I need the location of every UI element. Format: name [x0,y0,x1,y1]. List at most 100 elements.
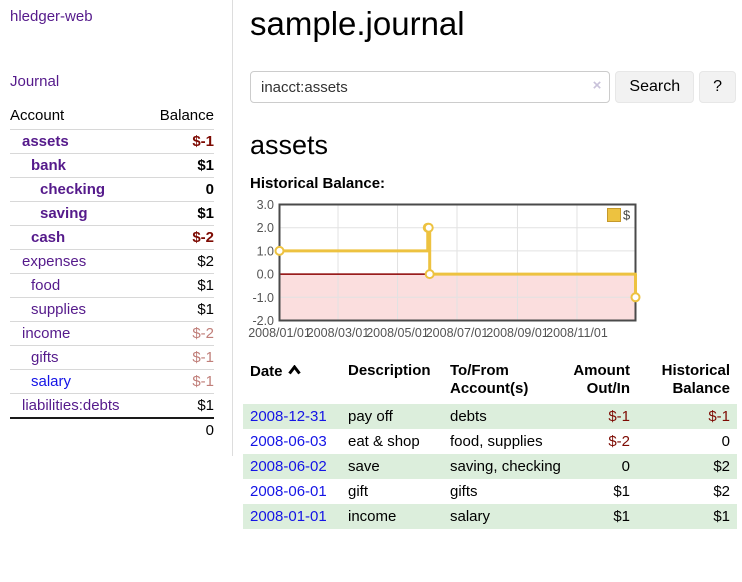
register-balance-cell: $2 [713,483,730,500]
account-name-cell: income [10,321,147,346]
sidebar-account-food[interactable]: food [31,277,61,294]
sidebar-account-assets[interactable]: assets [22,133,69,150]
account-row: income $-2 [10,321,214,346]
account-name-cell: expenses [10,249,147,274]
legend-label: $ [623,208,631,223]
register-row: 2008-06-01 gift gifts $1 $2 [243,479,737,504]
sidebar-account-saving[interactable]: saving [40,205,88,222]
account-row: supplies $1 [10,297,214,322]
register-row: 2008-06-03 eat & shop food, supplies $-2 0 [243,429,737,454]
register-row: 2008-12-31 pay off debts $-1 $-1 [243,404,737,429]
x-tick-label: 2008/11/01 [546,326,608,340]
register-row: 2008-06-02 save saving, checking 0 $2 [243,454,737,479]
account-row: food $1 [10,273,214,298]
register-balance-cell: 0 [721,433,730,450]
register-date-cell: 2008-01-01 [243,504,341,529]
sidebar-account-income[interactable]: income [22,325,71,342]
register-accounts-cell: gifts [450,483,478,500]
y-tick-label: 1.0 [257,244,274,258]
account-name-cell: supplies [10,297,147,322]
transaction-date-link[interactable]: 2008-01-01 [250,508,327,525]
search-input[interactable] [250,71,611,103]
sort-ascending-icon [287,362,301,380]
register-balance-cell: $-1 [708,408,730,425]
accounts-header-account: Account [10,107,65,124]
transaction-date-link[interactable]: 2008-12-31 [250,408,327,425]
account-balance: $1 [146,153,214,178]
app-brand[interactable]: hledger-web [10,8,93,25]
account-name-cell: gifts [10,345,147,370]
register-row: 2008-01-01 income salary $1 $1 [243,504,737,529]
account-name-cell: assets [10,129,147,154]
register-header-accounts: To/From Account(s) [450,362,529,397]
search-button[interactable]: Search [615,71,695,103]
register-description-cell: pay off [348,408,393,425]
x-tick-label: 2008/05/01 [366,326,429,340]
account-row: gifts $-1 [10,345,214,370]
transaction-date-link[interactable]: 2008-06-03 [250,433,327,450]
account-name-cell: cash [10,225,147,250]
sidebar-account-supplies[interactable]: supplies [31,301,87,318]
sidebar-item-journal[interactable]: Journal [10,73,60,90]
account-name-cell: salary [10,369,147,394]
account-row: expenses $2 [10,249,214,274]
account-balance: $-1 [146,369,214,394]
account-balance: $-2 [146,225,214,250]
x-tick-label: 2008/09/01 [486,326,549,340]
register-accounts-cell: salary [450,508,491,525]
accounts-header-balance: Balance [159,107,214,124]
account-row: assets $-1 [10,129,214,154]
register-description-cell: eat & shop [348,433,420,450]
x-tick-label: 2008/01/01 [248,326,311,340]
search-box: × [250,71,611,103]
x-tick-label: 2008/03/01 [307,326,370,340]
sidebar-account-bank[interactable]: bank [31,157,67,174]
y-tick-label: 2.0 [257,221,274,235]
sidebar-account-expenses[interactable]: expenses [22,253,87,270]
main-content: sample.journal × Search ? assets Histori… [233,0,742,529]
account-name-cell: bank [10,153,147,178]
accounts-total-spacer [10,416,147,442]
account-name-cell: checking [10,177,147,202]
account-row: liabilities:debts $1 [10,393,214,418]
chart-canvas: $3.0 2.0 1.0 0.0 -1.0 -2.02008/01/012008/03/0… [248,198,641,340]
sidebar-account-checking[interactable]: checking [40,181,106,198]
transaction-date-link[interactable]: 2008-06-02 [250,458,327,475]
account-row: cash $-2 [10,225,214,250]
chart-title: Historical Balance: [250,175,386,192]
account-row: checking 0 [10,177,214,202]
account-name-cell: saving [10,201,147,226]
sidebar-account-liabilities-debts[interactable]: liabilities:debts [22,396,120,414]
register-header-date-label: Date [250,363,283,380]
historical-balance-chart[interactable]: $3.0 2.0 1.0 0.0 -1.0 -2.0 2008/01/01 2008/03/0… [248,198,736,343]
register-date-cell: 2008-06-01 [243,479,341,504]
register-amount-cell: $1 [613,483,630,500]
register-date-cell: 2008-12-31 [243,404,341,429]
register-header-date[interactable]: Date [243,359,341,404]
sidebar-account-gifts[interactable]: gifts [31,349,59,366]
register-table: Date Description To/From Account(s) Amou… [243,359,737,529]
clear-search-icon[interactable]: × [592,77,602,94]
register-date-cell: 2008-06-02 [243,454,341,479]
sidebar-account-cash[interactable]: cash [31,229,66,246]
sidebar-account-salary[interactable]: salary [31,373,72,390]
register-balance-cell: $1 [713,508,730,525]
register-amount-cell: $-2 [608,433,630,450]
register-description-cell: save [348,458,380,475]
account-balance: $1 [146,297,214,322]
account-balance: $1 [146,201,214,226]
account-row: salary $-1 [10,369,214,394]
transaction-date-link[interactable]: 2008-06-01 [250,483,327,500]
sidebar: hledger-web Journal Account Balance asse… [0,0,233,456]
register-header-description: Description [348,362,431,379]
account-heading: assets [250,130,329,160]
register-header-balance: Historical Balance [661,362,730,397]
help-button[interactable]: ? [699,71,736,103]
account-balance: 0 [146,177,214,202]
register-amount-cell: 0 [621,458,630,475]
register-accounts-cell: debts [450,408,487,425]
register-header-amount: Amount Out/In [573,362,630,397]
register-amount-cell: $-1 [608,408,630,425]
account-row: saving $1 [10,201,214,226]
register-accounts-cell: food, supplies [450,433,543,450]
